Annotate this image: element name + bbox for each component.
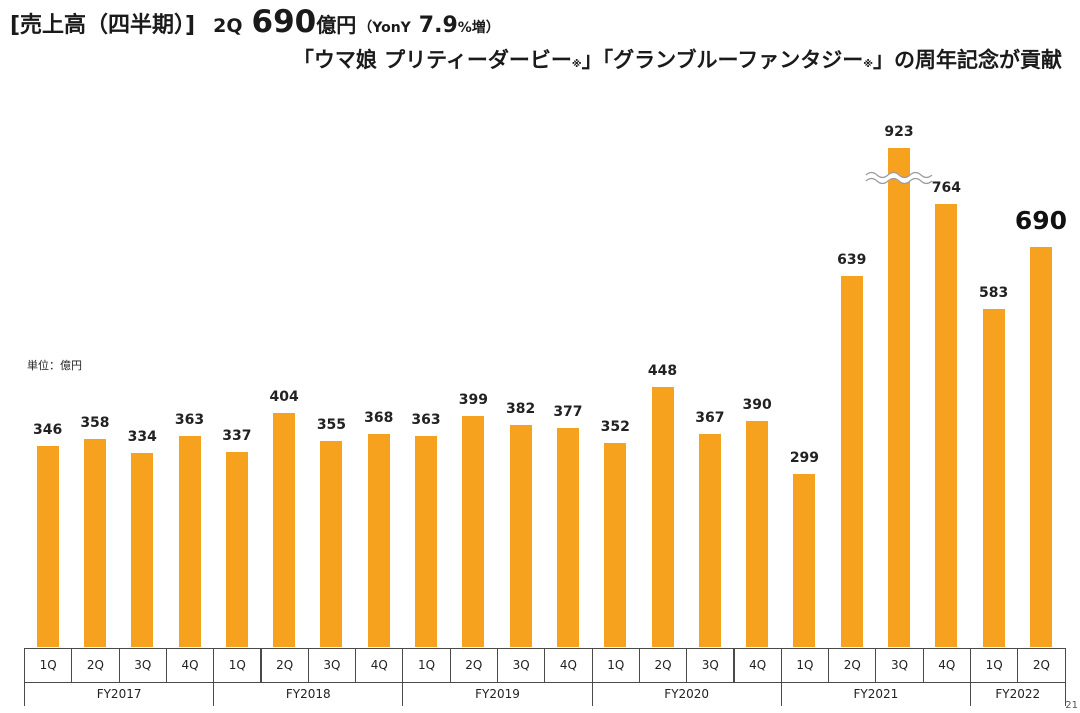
quarter-cell-fy2018-4q: 4Q (355, 648, 404, 683)
quarter-cell-fy2020-4q: 4Q (733, 648, 782, 683)
page-number: 21 (1065, 700, 1078, 711)
bar-fy2020-2q (651, 387, 674, 647)
title-yony-prefix: （YonY (358, 20, 411, 36)
value-label-fy2018-2q: 404 (269, 388, 299, 405)
quarter-cell-fy2020-1q: 1Q (591, 648, 640, 683)
value-label-fy2022-2q: 690 (1014, 205, 1068, 235)
value-label-fy2020-2q: 448 (647, 363, 678, 380)
subtitle-anniversary-text: 」の周年記念が貢献 (873, 48, 1062, 72)
subtitle-uma-musume: 「ウマ娘 プリティーダービー (292, 48, 572, 72)
value-label-fy2021-4q: 764 (931, 179, 961, 196)
quarter-cell-fy2018-1q: 1Q (213, 648, 262, 683)
bar-fy2018-2q (273, 412, 296, 647)
value-label-fy2020-3q: 367 (695, 410, 725, 427)
value-label-fy2020-1q: 352 (600, 418, 630, 435)
footnote-mark: ※ (571, 59, 582, 70)
value-label-fy2017-1q: 346 (33, 422, 63, 439)
value-label-fy2019-3q: 382 (506, 401, 536, 418)
subtitle-granblue-fantasy: 」「グランブルーファンタジー (581, 48, 864, 72)
chart-subtitle: 「ウマ娘 プリティーダービー ※ 」「グランブルーファンタジー ※ 」の周年記念… (293, 44, 1062, 81)
bar-fy2022-2q (1029, 246, 1052, 647)
bar-fy2018-1q (225, 451, 248, 647)
value-label-fy2018-4q: 368 (364, 409, 394, 426)
bar-fy2019-1q (415, 436, 438, 647)
value-label-fy2018-1q: 337 (222, 427, 252, 444)
bar-fy2019-4q (556, 428, 579, 647)
bar-fy2022-1q (982, 308, 1005, 647)
year-cell-fy2021: FY2021 (780, 683, 971, 706)
axis-break-mark-fy2021-3q (864, 172, 935, 185)
bar-fy2018-4q (367, 433, 390, 647)
bar-fy2018-3q (320, 441, 343, 647)
bar-fy2017-4q (178, 436, 201, 647)
bar-fy2019-2q (462, 415, 485, 647)
bar-fy2020-1q (604, 442, 627, 647)
value-label-fy2020-4q: 390 (742, 396, 772, 413)
year-cell-fy2017: FY2017 (24, 683, 215, 706)
title-yony-rate: 7.9 (418, 13, 458, 38)
bar-fy2020-4q (746, 420, 769, 647)
quarter-cell-fy2019-2q: 2Q (449, 648, 498, 683)
quarter-cell-fy2019-1q: 1Q (402, 648, 451, 683)
title-unit: 億円 (316, 13, 357, 37)
quarter-cell-fy2017-4q: 4Q (165, 648, 215, 683)
quarter-cell-fy2018-2q: 2Q (260, 648, 309, 683)
year-cell-fy2020: FY2020 (591, 683, 782, 706)
chart-title: [売上高（四半期）] 2Q 690 億円 （YonY 7.9 %増） (10, 4, 500, 46)
value-label-fy2021-1q: 299 (789, 449, 820, 466)
title-quarter: 2Q (213, 15, 243, 37)
bar-fy2019-3q (509, 425, 532, 647)
bar-fy2017-3q (131, 453, 154, 647)
value-label-fy2017-2q: 358 (80, 415, 110, 432)
quarter-cell-fy2019-4q: 4Q (544, 648, 593, 683)
value-label-fy2019-4q: 377 (553, 404, 583, 421)
year-cell-fy2019: FY2019 (402, 683, 593, 706)
value-label-fy2019-2q: 399 (458, 391, 488, 408)
quarter-cell-fy2017-1q: 1Q (24, 648, 73, 683)
value-label-fy2017-3q: 334 (127, 429, 157, 446)
value-label-fy2022-1q: 583 (979, 284, 1009, 301)
value-label-fy2018-3q: 355 (316, 417, 347, 434)
bar-fy2017-1q (36, 446, 59, 647)
quarter-cell-fy2022-1q: 1Q (970, 648, 1019, 683)
quarter-cell-fy2017-2q: 2Q (71, 648, 120, 683)
title-sales-value: 690 (251, 4, 317, 40)
quarter-cell-fy2018-3q: 3Q (307, 648, 357, 683)
title-section-label: [売上高（四半期）] (10, 13, 196, 38)
quarter-cell-fy2022-2q: 2Q (1017, 648, 1066, 683)
bar-fy2021-4q (935, 203, 958, 647)
quarter-cell-fy2021-3q: 3Q (875, 648, 924, 683)
quarter-cell-fy2020-3q: 3Q (686, 648, 735, 683)
value-label-fy2021-3q: 923 (884, 124, 914, 141)
value-label-fy2021-2q: 639 (837, 252, 867, 269)
year-cell-fy2022: FY2022 (970, 683, 1066, 706)
bar-fy2020-3q (698, 434, 721, 647)
quarter-cell-fy2019-3q: 3Q (497, 648, 546, 683)
bar-fy2021-1q (793, 473, 816, 647)
bar-fy2021-2q (840, 276, 863, 647)
year-cell-fy2018: FY2018 (213, 683, 404, 706)
quarter-cell-fy2021-4q: 4Q (922, 648, 971, 683)
title-yony-suffix: %増） (457, 20, 500, 36)
value-label-fy2017-4q: 363 (174, 412, 205, 429)
value-label-fy2019-1q: 363 (411, 412, 441, 429)
quarter-cell-fy2017-3q: 3Q (118, 648, 167, 683)
quarter-cell-fy2021-1q: 1Q (780, 648, 830, 683)
quarter-cell-fy2021-2q: 2Q (828, 648, 877, 683)
bar-fy2017-2q (83, 439, 106, 647)
unit-label: 単位：億円 (27, 359, 82, 372)
bar-fy2021-3q (888, 148, 911, 647)
footnote-mark: ※ (863, 59, 873, 70)
quarter-cell-fy2020-2q: 2Q (638, 648, 688, 683)
